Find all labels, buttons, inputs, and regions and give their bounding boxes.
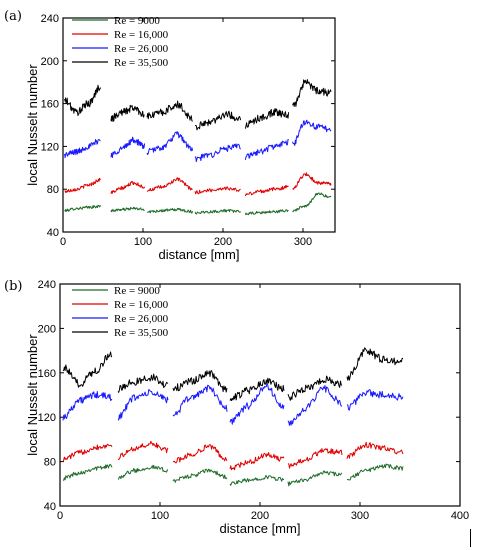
panel-b: 40 80 120 160 200 240 0 100 200 300 400 distance [m… [4,279,469,536]
series-2-segment-5 [287,448,343,469]
x-tick-label: 100 [134,236,152,248]
series-4-segment-6 [346,347,404,381]
series-1-segment-2 [110,206,145,213]
series-4-segment-4 [229,377,285,402]
series-2 [62,440,404,471]
y-tick-label: 80 [44,457,56,469]
x-tick-label: 200 [251,510,269,522]
y-tick-label: 240 [38,279,56,291]
series-4-segment-6 [292,79,332,107]
series-3 [64,119,332,163]
series-2-segment-1 [62,443,113,462]
series-4-segment-3 [146,100,193,122]
legend: Re = 9000 Re = 16,000 Re = 26,000 Re = 35,5… [72,285,169,339]
y-axis-label: local Nusselt number [25,334,40,456]
series-3-segment-3 [146,131,194,156]
series-3-segment-6 [292,119,332,146]
y-tick-label: 120 [38,412,56,424]
series-3-segment-2 [117,389,169,421]
series-2-segment-6 [346,441,404,460]
legend-entry: Re = 35,500 [114,57,169,69]
y-tick-label: 200 [41,56,59,68]
series-2-segment-2 [117,440,169,460]
series-4-segment-1 [62,351,113,388]
legend-entry: Re = 16,000 [114,299,169,311]
series-2-segment-4 [194,186,241,195]
y-tick-label: 120 [41,141,59,153]
panel-label: (a) [4,9,22,24]
series-4-segment-5 [287,375,343,401]
series-3-segment-3 [172,384,228,417]
y-tick-label: 200 [38,323,56,335]
x-tick-label: 400 [451,510,469,522]
caret-mark [470,529,471,547]
series-1-segment-5 [287,470,343,487]
series-4-segment-5 [244,108,290,129]
series-3-segment-2 [110,136,146,159]
series-1-segment-4 [194,208,241,215]
series-3-segment-5 [287,385,343,426]
series-3-segment-1 [62,391,113,421]
x-tick-label: 300 [294,236,312,248]
series-2-segment-3 [172,444,228,464]
panel-label: (b) [4,279,22,294]
x-tick-label: 0 [60,236,66,248]
series-4-segment-2 [117,373,169,393]
series-1-segment-3 [172,468,228,483]
series-1-segment-1 [64,204,102,213]
series-4 [62,347,404,402]
x-tick-label: 0 [57,510,63,522]
series-2-segment-3 [146,177,193,192]
series-4-segment-3 [172,370,228,393]
series-3-segment-5 [244,139,289,160]
legend-entry: Re = 26,000 [114,313,169,325]
series-2-segment-2 [110,180,146,195]
series-3-segment-4 [229,382,285,425]
series-1-segment-1 [62,463,113,481]
legend-entry: Re = 35,500 [114,327,169,339]
series-2 [64,172,332,197]
series-1-segment-6 [292,192,332,213]
y-axis-label: local Nusselt number [25,64,40,186]
series-2-segment-1 [64,177,101,193]
series-1 [62,463,404,487]
x-tick-label: 200 [214,236,232,248]
y-tick-label: 240 [41,13,59,25]
series-4-segment-1 [64,84,102,116]
series-4-segment-2 [110,104,145,122]
series-1-segment-4 [229,475,285,486]
series-3-segment-6 [346,389,404,411]
series-3 [62,382,404,426]
legend-entry: Re = 26,000 [114,43,169,55]
plot-frame [62,17,336,233]
y-tick-label: 40 [44,501,56,513]
legend-entry: Re = 9000 [114,285,160,297]
y-tick-label: 160 [41,99,59,111]
legend: Re = 9000 Re = 16,000 Re = 26,000 Re = 35,5… [72,15,169,69]
y-tick-label: 160 [38,368,56,380]
panel-a: 40 80 120 160 200 240 0 100 200 300 distance [mm] l… [4,9,336,262]
series-4 [64,79,332,131]
series-1 [64,192,332,216]
series-2-segment-4 [229,452,285,471]
x-tick-label: 300 [351,510,369,522]
x-axis-label: distance [mm] [159,247,240,262]
series-1-segment-2 [117,464,169,480]
x-tick-label: 100 [151,510,169,522]
series-3-segment-4 [194,143,241,163]
legend-entry: Re = 16,000 [114,29,169,41]
series-1-segment-5 [244,209,289,216]
y-tick-label: 40 [47,227,59,239]
y-tick-label: 80 [47,184,59,196]
series-1-segment-6 [346,463,404,481]
series-2-segment-6 [292,172,332,190]
series-2-segment-5 [244,185,289,197]
series-1-segment-3 [146,207,194,214]
x-axis-label: distance [mm] [220,521,301,536]
series-3-segment-1 [64,139,101,159]
series-4-segment-4 [194,110,242,131]
legend-entry: Re = 9000 [114,15,160,27]
